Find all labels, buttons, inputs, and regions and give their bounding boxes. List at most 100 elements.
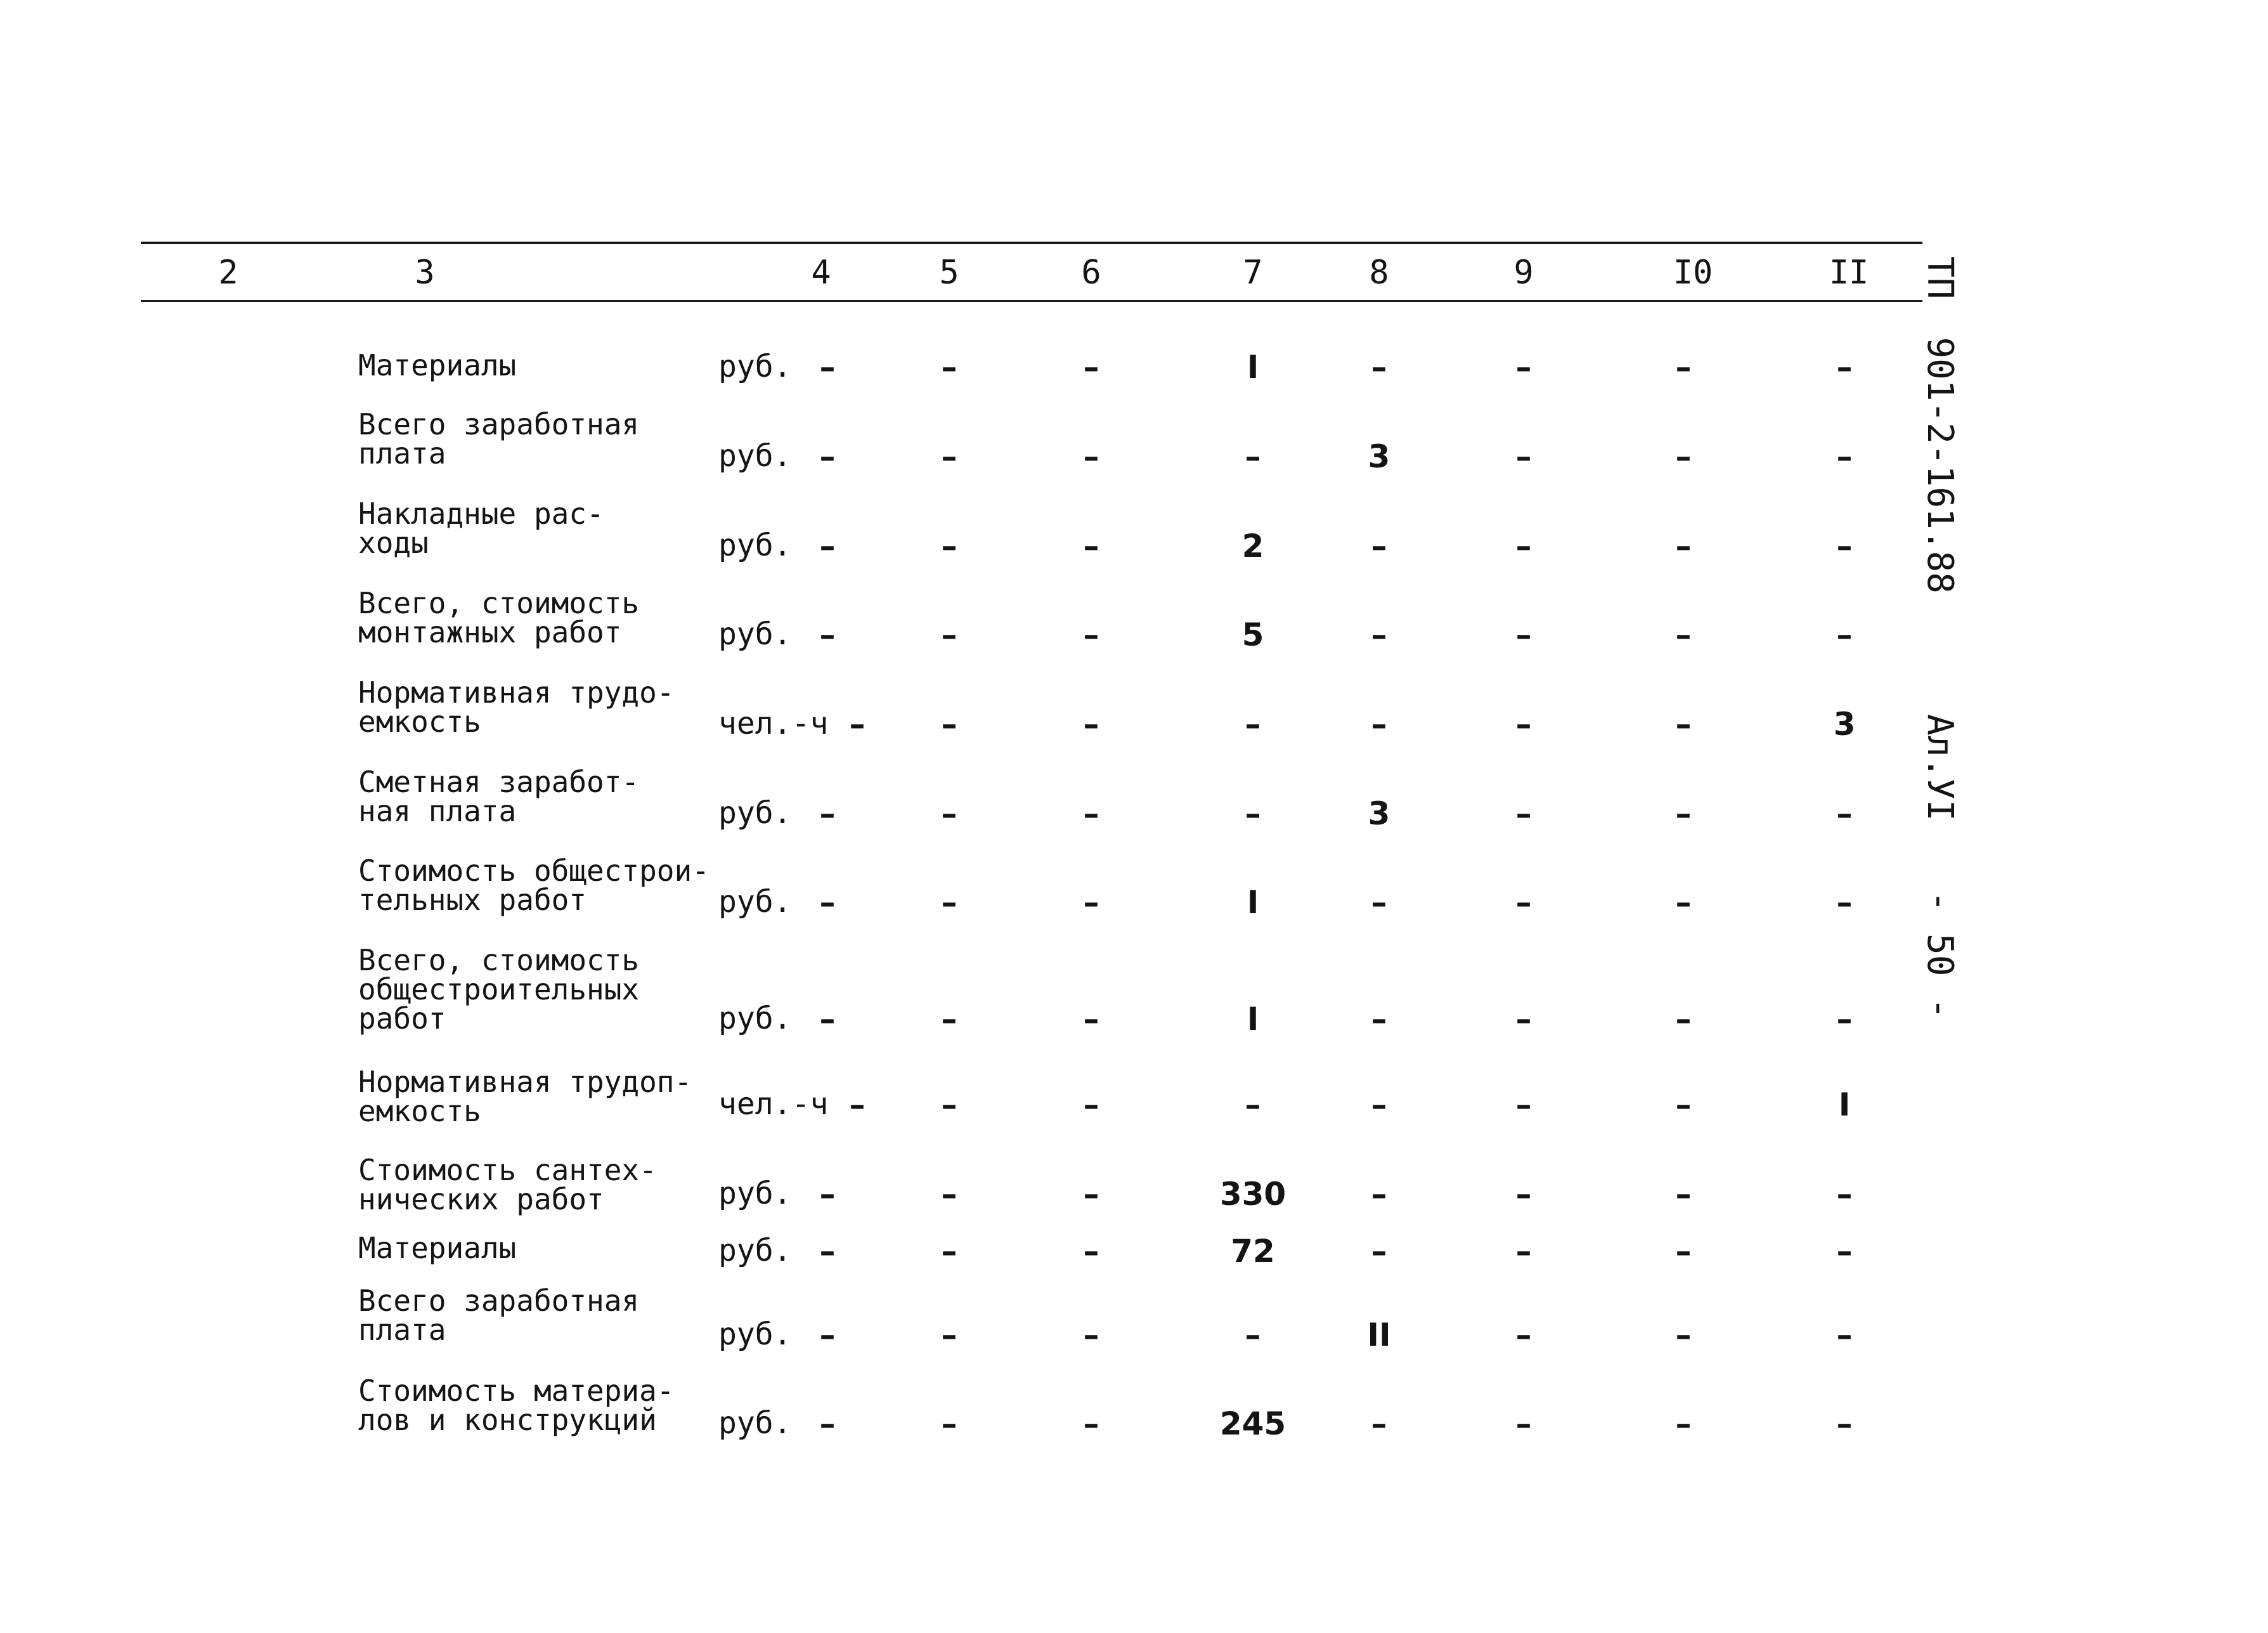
table-header-rule	[141, 300, 1922, 302]
table-cell-col-6: –	[1083, 1233, 1099, 1270]
row-label: Всего, стоимость монтажных работ	[358, 586, 640, 649]
table-cell-col-9: –	[1515, 1405, 1532, 1442]
table-cell-col-9: –	[1515, 349, 1532, 386]
table-cell-col-6: –	[1083, 1001, 1099, 1038]
table-cell-col-4: –	[819, 528, 836, 564]
table-cell-col-7: –	[1245, 1086, 1261, 1123]
header-col-10: I0	[1673, 254, 1713, 292]
side-project-number: 901-2-161.88	[1919, 337, 1960, 594]
table-cell-col-6: –	[1083, 528, 1099, 564]
table-top-rule	[141, 242, 1922, 244]
side-album: Ал.УI	[1919, 714, 1960, 821]
table-cell-col-11: –	[1836, 349, 1853, 386]
header-col-2: 2	[218, 254, 238, 292]
table-cell-col-9: –	[1515, 1176, 1532, 1213]
table-cell-col-10: –	[1675, 1001, 1692, 1038]
table-cell-col-6: –	[1083, 616, 1099, 653]
table-cell-col-6: –	[1083, 1405, 1099, 1442]
side-stamp: ТП 901-2-161.88 Ал.УI - 50 -	[1919, 256, 1960, 1019]
row-unit: руб.	[718, 616, 792, 652]
table-cell-col-4: –	[819, 1405, 836, 1442]
table-cell-col-6: –	[1083, 1086, 1099, 1123]
row-unit: руб.	[718, 1233, 792, 1268]
row-label: Накладные рас- ходы	[358, 497, 604, 560]
table-cell-col-10: –	[1675, 706, 1692, 743]
row-unit: руб.	[718, 349, 792, 384]
table-cell-col-7: 330	[1219, 1176, 1286, 1213]
table-cell-col-5: –	[941, 1176, 957, 1213]
table-cell-col-6: –	[1083, 795, 1099, 832]
row-label: Материалы	[358, 1231, 517, 1265]
table-cell-col-4: –	[819, 438, 836, 475]
table-cell-col-6: –	[1083, 1176, 1099, 1213]
table-cell-col-4: –	[819, 1176, 836, 1213]
header-col-8: 8	[1369, 254, 1389, 292]
row-label: Всего заработная плата	[358, 407, 640, 471]
table-cell-col-10: –	[1675, 616, 1692, 653]
row-label: Материалы	[358, 348, 517, 382]
table-cell-col-8: –	[1371, 1233, 1387, 1270]
table-cell-col-5: –	[941, 438, 957, 475]
header-col-7: 7	[1243, 254, 1263, 292]
table-cell-col-7: 5	[1241, 616, 1264, 653]
table-cell-col-11: I	[1838, 1086, 1851, 1123]
table-cell-col-10: –	[1675, 1086, 1692, 1123]
table-cell-col-9: –	[1515, 1001, 1532, 1038]
table-cell-col-7: 2	[1241, 528, 1264, 564]
row-unit: руб.	[718, 438, 792, 474]
table-cell-col-11: –	[1836, 1405, 1853, 1442]
table-cell-col-8: –	[1371, 1176, 1387, 1213]
table-cell-col-11: –	[1836, 528, 1853, 564]
table-cell-col-5: –	[941, 1086, 957, 1123]
table-cell-col-11: –	[1836, 1317, 1853, 1353]
table-cell-col-8: –	[1371, 349, 1387, 386]
header-col-3: 3	[415, 254, 435, 292]
table-cell-col-9: –	[1515, 884, 1532, 921]
row-label: Стоимость материа- лов и конструкций	[358, 1374, 675, 1437]
table-cell-col-11: –	[1836, 616, 1853, 653]
table-cell-col-6: –	[1083, 884, 1099, 921]
row-unit: руб.	[718, 528, 792, 563]
table-cell-col-8: –	[1371, 706, 1387, 743]
table-cell-col-11: –	[1836, 795, 1853, 832]
table-cell-col-4: –	[819, 1233, 836, 1270]
table-cell-col-5: –	[941, 1233, 957, 1270]
header-col-6: 6	[1081, 254, 1101, 292]
table-cell-col-5: –	[941, 528, 957, 564]
table-cell-col-7: I	[1247, 884, 1259, 921]
table-cell-col-4: –	[819, 795, 836, 832]
table-cell-col-5: –	[941, 1405, 957, 1442]
table-cell-col-4: –	[819, 1317, 836, 1353]
table-cell-col-5: –	[941, 616, 957, 653]
table-cell-col-5: –	[941, 706, 957, 743]
table-cell-col-11: –	[1836, 884, 1853, 921]
table-cell-col-6: –	[1083, 1317, 1099, 1353]
table-cell-col-7: 245	[1219, 1405, 1286, 1442]
table-cell-col-7: –	[1245, 795, 1261, 832]
table-cell-col-6: –	[1083, 438, 1099, 475]
table-cell-col-6: –	[1083, 706, 1099, 743]
row-unit: руб.	[718, 1001, 792, 1036]
table-cell-col-11: –	[1836, 1233, 1853, 1270]
table-cell-col-7: I	[1247, 1001, 1259, 1038]
table-cell-col-7: 72	[1231, 1233, 1275, 1270]
table-cell-col-10: –	[1675, 1176, 1692, 1213]
table-cell-col-7: –	[1245, 706, 1261, 743]
table-cell-col-10: –	[1675, 1317, 1692, 1353]
table-cell-col-8: II	[1367, 1317, 1391, 1353]
table-cell-col-9: –	[1515, 528, 1532, 564]
table-cell-col-10: –	[1675, 528, 1692, 564]
table-cell-col-9: –	[1515, 438, 1532, 475]
row-label: Сметная заработ- ная плата	[358, 765, 640, 828]
table-cell-col-10: –	[1675, 1233, 1692, 1270]
table-cell-col-4: –	[819, 616, 836, 653]
table-cell-col-9: –	[1515, 616, 1532, 653]
header-col-4: 4	[811, 254, 831, 292]
table-cell-col-4: –	[849, 1086, 865, 1123]
row-label: Всего, стоимость общестроительных работ	[358, 943, 640, 1036]
table-cell-col-8: –	[1371, 1405, 1387, 1442]
table-cell-col-6: –	[1083, 349, 1099, 386]
row-unit: руб.	[718, 884, 792, 920]
row-unit: руб.	[718, 1405, 792, 1441]
table-cell-col-9: –	[1515, 1317, 1532, 1353]
